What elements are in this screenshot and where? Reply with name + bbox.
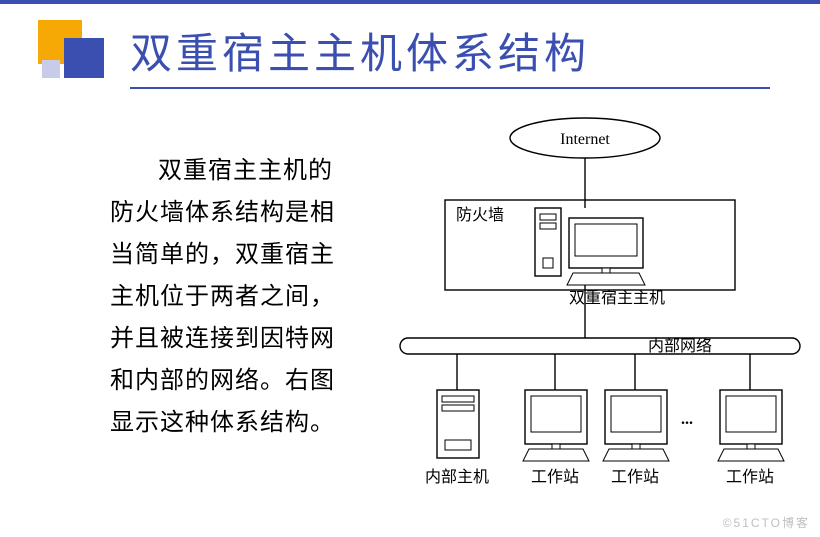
- svg-text:双重宿主主机: 双重宿主主机: [569, 289, 665, 307]
- slide-title: 双重宿主主机体系结构: [130, 20, 770, 81]
- watermark: ©51CTO博客: [723, 514, 810, 531]
- title-bullet-decoration: [38, 20, 98, 80]
- deco-square-blue: [64, 38, 104, 78]
- body-paragraph: 双重宿主主机的防火墙体系结构是相当简单的，双重宿主主机位于两者之间，并且被连接到…: [110, 150, 352, 444]
- top-rule: [0, 0, 820, 4]
- diagram-svg: Internet 防火墙双重宿主主机内部网络内部主机 工作站 工作站... 工作站: [365, 108, 805, 508]
- svg-text:内部网络: 内部网络: [648, 336, 712, 355]
- deco-square-light: [42, 60, 60, 78]
- svg-text:工作站: 工作站: [531, 468, 579, 486]
- svg-text:内部主机: 内部主机: [425, 468, 489, 486]
- svg-text:防火墙: 防火墙: [456, 206, 504, 224]
- svg-text:工作站: 工作站: [726, 468, 774, 486]
- svg-text:工作站: 工作站: [611, 468, 659, 486]
- svg-text:Internet: Internet: [560, 131, 610, 148]
- title-block: 双重宿主主机体系结构: [130, 20, 770, 89]
- slide-root: 双重宿主主机体系结构 双重宿主主机的防火墙体系结构是相当简单的，双重宿主主机位于…: [0, 0, 820, 537]
- network-diagram: Internet 防火墙双重宿主主机内部网络内部主机 工作站 工作站... 工作站: [365, 108, 805, 508]
- title-underline: [130, 87, 770, 89]
- svg-text:...: ...: [681, 411, 693, 428]
- body-paragraph-text: 双重宿主主机的防火墙体系结构是相当简单的，双重宿主主机位于两者之间，并且被连接到…: [110, 150, 352, 444]
